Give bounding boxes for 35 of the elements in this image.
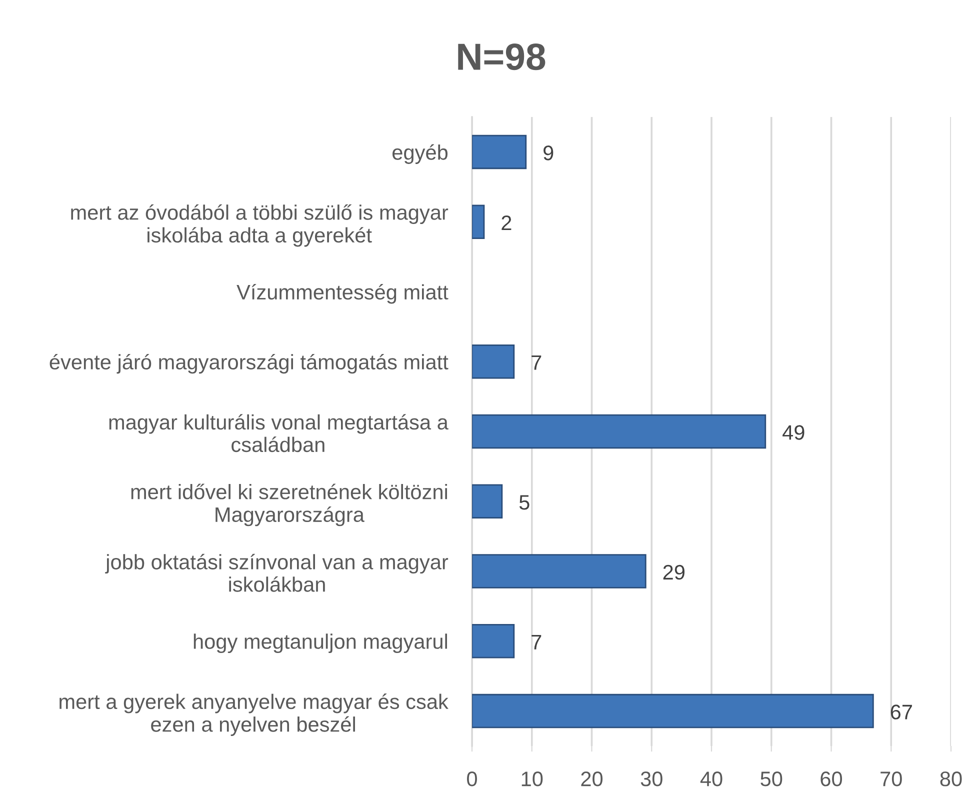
data-label: 67 [890,704,912,720]
y-tick-label: magyar kulturális vonal megtartása a családban [109,414,448,452]
bar [472,484,503,519]
x-tick-label: 60 [820,772,842,786]
x-tick-label: 50 [760,772,782,786]
data-label: 2 [502,215,512,230]
bar [472,554,646,588]
x-tick-label: 80 [940,772,962,786]
bar [472,134,527,170]
y-tick-label: hogy megtanuljon magyarul [194,634,448,654]
data-label: 29 [663,564,684,580]
bar [472,344,515,379]
y-tick-label: Vízummentesség miatt [236,284,448,304]
data-label: 49 [782,425,804,440]
x-tick-label: 20 [581,772,603,786]
bar [472,204,485,239]
bar [472,624,515,658]
y-tick-label: évente járó magyarországi támogatás miatt [50,354,448,374]
chart-title: N=98 [458,44,546,70]
x-tick-label: 70 [880,772,902,786]
y-tick-label: jobb oktatási színvonal van a magyar iskolákban [105,554,448,592]
x-tick-label: 30 [640,772,662,786]
bar [472,414,766,449]
x-tick-label: 0 [467,772,477,786]
data-label: 7 [532,355,542,370]
y-tick-label: mert az óvodából a többi szülő is magyar iskolába adta a gyerekét [71,204,448,247]
data-label: 9 [544,146,554,160]
x-tick-label: 10 [522,772,543,786]
y-tick-label: mert idővel ki szeretnének költözni Magyarországra [131,484,448,526]
y-tick-label: mert a gyerek anyanyelve magyar és csak ezen a nyelven beszél [60,694,448,736]
bar [472,694,874,728]
data-label: 5 [519,495,530,510]
x-tick-label: 40 [700,772,722,786]
data-label: 7 [532,635,542,650]
y-tick-label: egyéb [392,144,448,164]
